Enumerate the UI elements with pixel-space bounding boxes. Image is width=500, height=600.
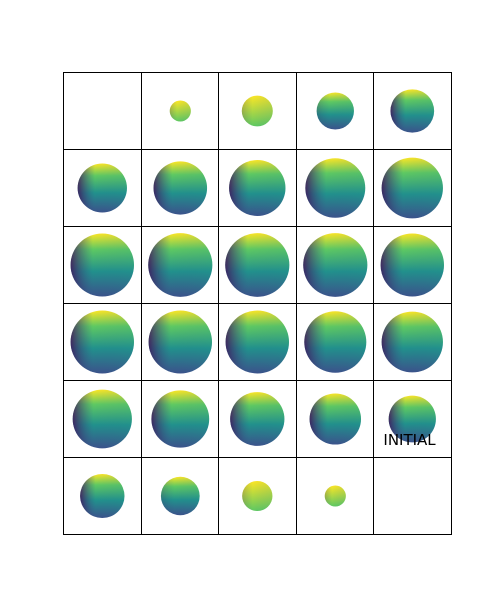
- disk-image: [147, 233, 212, 297]
- disk-shade: [242, 480, 273, 512]
- disk-shade: [382, 311, 444, 373]
- disk-image: [160, 476, 200, 516]
- disk-image: [242, 480, 273, 512]
- disk-shade: [230, 392, 285, 446]
- disk-image: [225, 233, 290, 297]
- disk-shade: [150, 390, 209, 448]
- disk-image: [390, 89, 435, 133]
- grid-cell: [218, 380, 297, 458]
- grid-cell: [373, 226, 452, 304]
- panel-label: INITIAL: [383, 431, 436, 449]
- disk-image: [305, 158, 366, 218]
- disk-shade: [380, 233, 445, 297]
- disk-image: [316, 92, 354, 130]
- grid-cell: [373, 457, 452, 535]
- grid-cell: [140, 303, 220, 381]
- disk-shade: [77, 163, 127, 213]
- disk-shade: [70, 310, 135, 374]
- disk-shade: [389, 395, 437, 443]
- sample-grid: INITIAL: [63, 72, 452, 535]
- grid-cell: [63, 226, 142, 304]
- disk-shade: [225, 233, 290, 297]
- grid-cell: [140, 380, 220, 458]
- grid-cell: [295, 303, 375, 381]
- disk-image: [72, 389, 132, 449]
- grid-cell: [295, 72, 375, 150]
- grid-cell: [63, 457, 142, 535]
- grid-cell: [140, 72, 220, 150]
- disk-shade: [382, 157, 444, 219]
- disk-image: [309, 393, 361, 445]
- disk-shade: [309, 393, 361, 445]
- disk-shade: [80, 473, 125, 519]
- disk-image: [70, 310, 135, 374]
- disk-shade: [305, 158, 366, 218]
- disk-shade: [72, 389, 132, 449]
- disk-image: [382, 311, 444, 373]
- disk-shade: [160, 476, 200, 516]
- disk-image: [225, 310, 290, 374]
- grid-cell: [140, 457, 220, 535]
- disk-image: [148, 310, 212, 374]
- grid-cell: [218, 226, 297, 304]
- grid-cell: [373, 72, 452, 150]
- disk-shade: [241, 95, 273, 127]
- disk-shade: [316, 92, 354, 130]
- grid-cell: [218, 72, 297, 150]
- disk-shade: [169, 100, 191, 122]
- grid-cell: [63, 380, 142, 458]
- grid-cell: [140, 226, 220, 304]
- disk-image: [153, 161, 207, 215]
- grid-cell: [218, 303, 297, 381]
- disk-image: [324, 485, 346, 507]
- disk-shade: [70, 233, 135, 297]
- disk-image: [380, 233, 445, 297]
- grid-cell: [373, 303, 452, 381]
- disk-image: [304, 311, 367, 373]
- grid-cell: [295, 226, 375, 304]
- disk-shade: [225, 310, 290, 374]
- grid-cell: INITIAL: [373, 380, 452, 458]
- disk-shade: [324, 485, 346, 507]
- grid-cell: [218, 149, 297, 227]
- disk-shade: [304, 311, 367, 373]
- grid-cell: [218, 457, 297, 535]
- disk-shade: [229, 160, 286, 216]
- disk-image: [70, 233, 135, 297]
- grid-cell: [63, 303, 142, 381]
- disk-shade: [390, 89, 435, 133]
- grid-cell: [140, 149, 220, 227]
- disk-image: [150, 390, 209, 448]
- disk-shade: [303, 233, 368, 297]
- grid-cell: [63, 149, 142, 227]
- grid-cell: [373, 149, 452, 227]
- disk-image: [230, 392, 285, 446]
- disk-image: [169, 100, 191, 122]
- disk-image: [241, 95, 273, 127]
- grid-cell: [295, 149, 375, 227]
- disk-shade: [147, 233, 212, 297]
- disk-image: [77, 163, 127, 213]
- disk-image: [303, 233, 368, 297]
- disk-image: [229, 160, 286, 216]
- disk-image: [80, 473, 125, 519]
- grid-cell: [63, 72, 142, 150]
- disk-image: [389, 395, 437, 443]
- disk-shade: [153, 161, 207, 215]
- grid-cell: [295, 380, 375, 458]
- disk-shade: [148, 310, 212, 374]
- grid-cell: [295, 457, 375, 535]
- disk-image: [382, 157, 444, 219]
